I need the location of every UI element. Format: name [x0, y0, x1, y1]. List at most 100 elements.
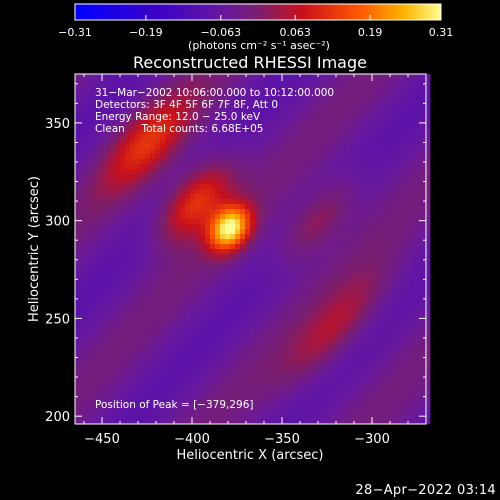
- heatmap-cell: [225, 354, 231, 360]
- heatmap-cell: [410, 379, 416, 385]
- heatmap-cell: [410, 84, 416, 90]
- heatmap-cell: [190, 84, 196, 90]
- heatmap-cell: [345, 124, 351, 130]
- heatmap-cell: [215, 149, 221, 155]
- heatmap-cell: [290, 234, 296, 240]
- heatmap-cell: [220, 364, 226, 370]
- heatmap-cell: [170, 194, 176, 200]
- heatmap-cell: [310, 294, 316, 300]
- heatmap-cell: [390, 404, 396, 410]
- heatmap-cell: [95, 399, 101, 405]
- heatmap-cell: [100, 199, 106, 205]
- heatmap-cell: [105, 344, 111, 350]
- heatmap-cell: [160, 254, 166, 260]
- heatmap-cell: [205, 104, 211, 110]
- heatmap-cell: [205, 199, 211, 205]
- heatmap-cell: [295, 219, 301, 225]
- heatmap-cell: [165, 379, 171, 385]
- heatmap-cell: [75, 329, 81, 335]
- heatmap-cell: [385, 129, 391, 135]
- heatmap-cell: [105, 274, 111, 280]
- heatmap-cell: [410, 374, 416, 380]
- heatmap-cell: [230, 294, 236, 300]
- heatmap-cell: [230, 104, 236, 110]
- heatmap-cell: [275, 279, 281, 285]
- heatmap-cell: [335, 269, 341, 275]
- heatmap-cell: [225, 139, 231, 145]
- heatmap-cell: [415, 79, 421, 85]
- heatmap-cell: [90, 254, 96, 260]
- heatmap-cell: [290, 194, 296, 200]
- heatmap-cell: [230, 139, 236, 145]
- heatmap-cell: [420, 254, 426, 260]
- heatmap-cell: [345, 144, 351, 150]
- heatmap-cell: [280, 289, 286, 295]
- heatmap-cell: [300, 394, 306, 400]
- heatmap-cell: [345, 289, 351, 295]
- heatmap-cell: [80, 209, 86, 215]
- heatmap-cell: [385, 204, 391, 210]
- heatmap-cell: [305, 249, 311, 255]
- heatmap-cell: [110, 364, 116, 370]
- heatmap-cell: [80, 394, 86, 400]
- heatmap-cell: [375, 259, 381, 265]
- heatmap-cell: [260, 324, 266, 330]
- heatmap-cell: [265, 129, 271, 135]
- heatmap-cell: [360, 304, 366, 310]
- heatmap-cell: [300, 364, 306, 370]
- heatmap-cell: [230, 274, 236, 280]
- heatmap-cell: [270, 319, 276, 325]
- heatmap-cell: [345, 119, 351, 125]
- heatmap-cell: [390, 389, 396, 395]
- heatmap-cell: [290, 349, 296, 355]
- heatmap-cell: [210, 294, 216, 300]
- heatmap-cell: [170, 139, 176, 145]
- heatmap-cell: [200, 344, 206, 350]
- heatmap-cell: [320, 259, 326, 265]
- heatmap-cell: [320, 174, 326, 180]
- heatmap-cell: [215, 409, 221, 415]
- heatmap-cell: [225, 309, 231, 315]
- heatmap-cell: [290, 109, 296, 115]
- heatmap-cell: [160, 209, 166, 215]
- heatmap-cell: [390, 399, 396, 405]
- heatmap-cell: [310, 404, 316, 410]
- heatmap-cell: [360, 369, 366, 375]
- heatmap-cell: [185, 199, 191, 205]
- heatmap-cell: [185, 89, 191, 95]
- heatmap-cell: [75, 249, 81, 255]
- heatmap-cell: [185, 284, 191, 290]
- heatmap-cell: [320, 154, 326, 160]
- heatmap-cell: [210, 384, 216, 390]
- heatmap-cell: [230, 314, 236, 320]
- heatmap-cell: [410, 419, 416, 425]
- heatmap-cell: [300, 279, 306, 285]
- heatmap-cell: [405, 289, 411, 295]
- heatmap-cell: [225, 409, 231, 415]
- heatmap-cell: [250, 179, 256, 185]
- heatmap-cell: [365, 74, 371, 80]
- heatmap-cell: [185, 349, 191, 355]
- heatmap-cell: [115, 394, 121, 400]
- heatmap-cell: [300, 334, 306, 340]
- heatmap-cell: [385, 214, 391, 220]
- heatmap-cell: [380, 99, 386, 105]
- heatmap-cell: [85, 294, 91, 300]
- heatmap-cell: [365, 229, 371, 235]
- heatmap-cell: [200, 94, 206, 100]
- heatmap-cell: [80, 344, 86, 350]
- heatmap-cell: [100, 154, 106, 160]
- heatmap-cell: [255, 139, 261, 145]
- heatmap-cell: [215, 374, 221, 380]
- heatmap-cell: [375, 219, 381, 225]
- heatmap-cell: [85, 74, 91, 80]
- heatmap-cell: [265, 344, 271, 350]
- heatmap-cell: [255, 204, 261, 210]
- heatmap-cell: [315, 409, 321, 415]
- heatmap-cell: [400, 244, 406, 250]
- heatmap-cell: [280, 134, 286, 140]
- heatmap-cell: [235, 384, 241, 390]
- heatmap-cell: [150, 154, 156, 160]
- heatmap-cell: [385, 104, 391, 110]
- heatmap-cell: [420, 259, 426, 265]
